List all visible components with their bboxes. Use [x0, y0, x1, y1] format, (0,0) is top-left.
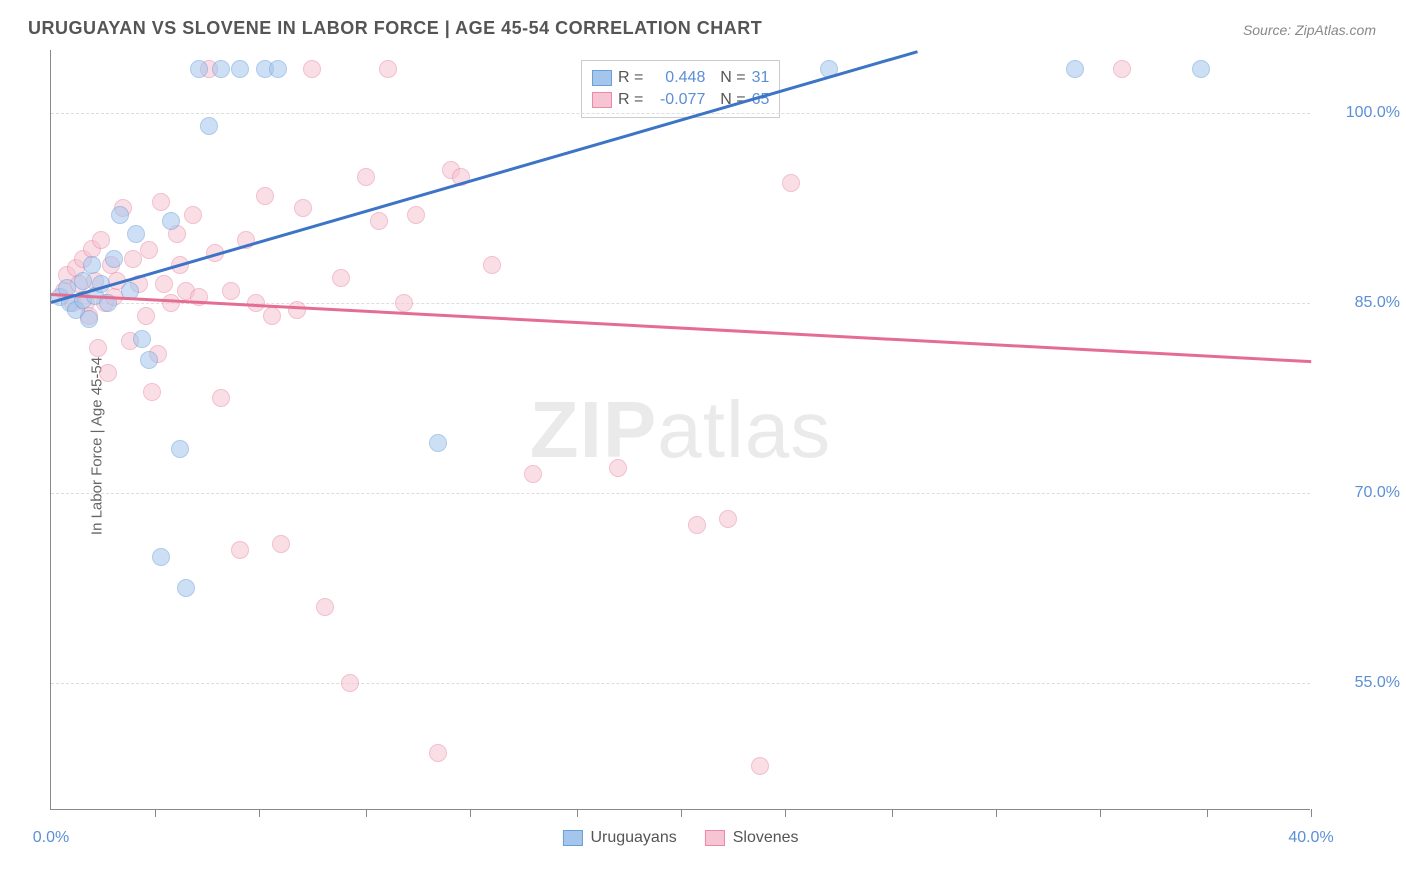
scatter-point-slovenes: [609, 459, 627, 477]
y-tick-label: 70.0%: [1320, 484, 1400, 502]
scatter-point-slovenes: [524, 465, 542, 483]
scatter-point-slovenes: [231, 541, 249, 559]
source-attribution: Source: ZipAtlas.com: [1243, 22, 1376, 38]
r-value-uruguayans: 0.448: [649, 69, 705, 87]
scatter-point-uruguayans: [171, 440, 189, 458]
y-tick-label: 100.0%: [1320, 104, 1400, 122]
scatter-point-uruguayans: [212, 60, 230, 78]
scatter-point-uruguayans: [74, 272, 92, 290]
scatter-point-slovenes: [751, 757, 769, 775]
gridline-h: [51, 493, 1310, 494]
scatter-point-uruguayans: [269, 60, 287, 78]
scatter-point-slovenes: [89, 339, 107, 357]
x-tick: [470, 809, 471, 817]
scatter-point-uruguayans: [105, 250, 123, 268]
x-tick: [259, 809, 260, 817]
scatter-point-slovenes: [688, 516, 706, 534]
scatter-point-uruguayans: [140, 351, 158, 369]
scatter-point-slovenes: [162, 294, 180, 312]
scatter-point-slovenes: [222, 282, 240, 300]
scatter-point-slovenes: [303, 60, 321, 78]
scatter-point-slovenes: [99, 364, 117, 382]
scatter-point-slovenes: [782, 174, 800, 192]
x-tick: [785, 809, 786, 817]
scatter-point-slovenes: [272, 535, 290, 553]
scatter-point-uruguayans: [83, 256, 101, 274]
x-tick: [1207, 809, 1208, 817]
scatter-point-uruguayans: [152, 548, 170, 566]
legend-row-uruguayans: R = 0.448 N = 31: [592, 67, 769, 89]
scatter-point-slovenes: [263, 307, 281, 325]
scatter-point-slovenes: [92, 231, 110, 249]
series-legend: Uruguayans Slovenes: [562, 829, 798, 847]
gridline-h: [51, 683, 1310, 684]
legend-label-slovenes: Slovenes: [733, 829, 799, 847]
scatter-point-uruguayans: [162, 212, 180, 230]
scatter-point-slovenes: [341, 674, 359, 692]
scatter-point-slovenes: [143, 383, 161, 401]
x-tick: [155, 809, 156, 817]
x-tick: [1100, 809, 1101, 817]
scatter-point-slovenes: [1113, 60, 1131, 78]
scatter-point-uruguayans: [231, 60, 249, 78]
scatter-point-slovenes: [483, 256, 501, 274]
scatter-point-slovenes: [140, 241, 158, 259]
scatter-point-slovenes: [395, 294, 413, 312]
scatter-point-slovenes: [212, 389, 230, 407]
gridline-h: [51, 113, 1310, 114]
swatch-slovenes: [592, 92, 612, 108]
scatter-point-slovenes: [294, 199, 312, 217]
plot-area: ZIPatlas R = 0.448 N = 31 R = -0.077 N =…: [50, 50, 1310, 810]
x-tick: [892, 809, 893, 817]
legend-label-uruguayans: Uruguayans: [590, 829, 676, 847]
x-tick: [577, 809, 578, 817]
x-tick: [1311, 809, 1312, 817]
scatter-point-slovenes: [379, 60, 397, 78]
scatter-point-slovenes: [256, 187, 274, 205]
r-value-slovenes: -0.077: [649, 91, 705, 109]
x-tick-label: 0.0%: [33, 829, 69, 847]
watermark: ZIPatlas: [530, 384, 831, 476]
scatter-point-uruguayans: [177, 579, 195, 597]
watermark-bold: ZIP: [530, 385, 657, 474]
scatter-point-slovenes: [184, 206, 202, 224]
scatter-point-slovenes: [152, 193, 170, 211]
y-tick-label: 55.0%: [1320, 674, 1400, 692]
scatter-point-uruguayans: [1066, 60, 1084, 78]
scatter-point-slovenes: [332, 269, 350, 287]
scatter-point-slovenes: [370, 212, 388, 230]
scatter-point-slovenes: [357, 168, 375, 186]
scatter-point-slovenes: [719, 510, 737, 528]
legend-item-uruguayans: Uruguayans: [562, 829, 676, 847]
scatter-point-slovenes: [155, 275, 173, 293]
scatter-point-uruguayans: [80, 310, 98, 328]
scatter-point-slovenes: [288, 301, 306, 319]
scatter-point-uruguayans: [200, 117, 218, 135]
x-tick: [681, 809, 682, 817]
x-tick: [996, 809, 997, 817]
chart-title: URUGUAYAN VS SLOVENE IN LABOR FORCE | AG…: [28, 18, 762, 39]
swatch-uruguayans-bottom: [562, 830, 582, 846]
correlation-legend: R = 0.448 N = 31 R = -0.077 N = 65: [581, 60, 780, 118]
scatter-point-slovenes: [137, 307, 155, 325]
scatter-point-slovenes: [407, 206, 425, 224]
n-value-uruguayans: 31: [752, 69, 770, 87]
swatch-slovenes-bottom: [705, 830, 725, 846]
scatter-point-uruguayans: [1192, 60, 1210, 78]
x-tick-label: 40.0%: [1288, 829, 1333, 847]
scatter-point-uruguayans: [127, 225, 145, 243]
y-tick-label: 85.0%: [1320, 294, 1400, 312]
scatter-point-uruguayans: [190, 60, 208, 78]
scatter-point-slovenes: [429, 744, 447, 762]
watermark-light: atlas: [657, 385, 831, 474]
x-tick: [366, 809, 367, 817]
scatter-point-uruguayans: [429, 434, 447, 452]
legend-item-slovenes: Slovenes: [705, 829, 799, 847]
scatter-point-slovenes: [316, 598, 334, 616]
scatter-point-uruguayans: [111, 206, 129, 224]
swatch-uruguayans: [592, 70, 612, 86]
scatter-point-uruguayans: [133, 330, 151, 348]
